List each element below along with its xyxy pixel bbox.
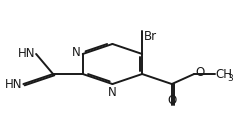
Text: N: N	[108, 86, 117, 99]
Text: 3: 3	[227, 74, 233, 83]
Text: HN: HN	[18, 47, 35, 61]
Text: CH: CH	[215, 67, 232, 81]
Text: N: N	[72, 46, 81, 59]
Text: Br: Br	[144, 30, 157, 43]
Text: O: O	[195, 66, 204, 79]
Text: HN: HN	[5, 78, 22, 90]
Text: O: O	[167, 94, 176, 107]
